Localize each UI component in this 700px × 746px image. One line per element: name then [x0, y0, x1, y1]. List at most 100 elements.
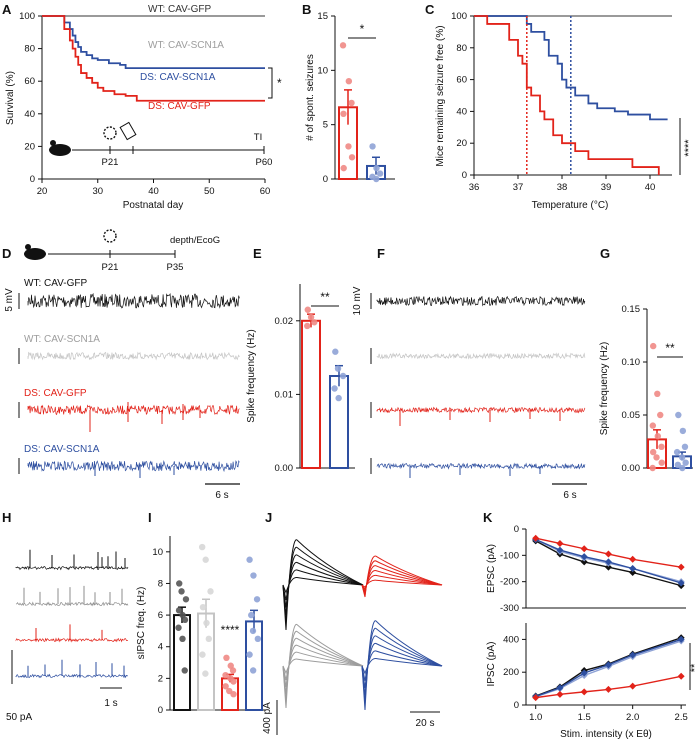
data-point — [629, 651, 637, 659]
data-point — [181, 667, 188, 674]
data-point — [340, 110, 347, 118]
data-point — [653, 454, 660, 461]
timeline-p35: P35 — [167, 262, 184, 273]
scale-current: 400 pA — [262, 702, 273, 734]
y-tick-label: -100 — [500, 550, 519, 561]
y-axis-label: EPSC (pA) — [486, 544, 497, 593]
mouse-icon-ear — [50, 140, 56, 146]
data-point — [604, 563, 612, 571]
line-ds-cav-scn1a — [535, 538, 682, 584]
data-point — [580, 558, 588, 566]
data-point — [654, 433, 661, 440]
panel-g: 0.00 0.05 0.10 0.15 Spike frequency (Hz) G ** — [599, 246, 693, 474]
trace-label-wt-gfp: WT: CAV-GFP — [24, 278, 87, 289]
y-tick-label: 40 — [456, 106, 467, 117]
x-tick-label: 2.5 — [675, 712, 688, 723]
data-point — [580, 545, 588, 553]
data-point — [304, 306, 311, 313]
data-point — [649, 448, 657, 456]
y-tick-label: 10 — [317, 65, 328, 76]
data-point — [556, 684, 564, 692]
data-point — [580, 553, 588, 561]
data-point — [629, 565, 637, 572]
legend-ds-gfp: DS: CAV-GFP — [148, 101, 211, 112]
data-point — [176, 580, 183, 587]
data-point — [654, 390, 661, 397]
line-wt-cav-gfp — [535, 540, 682, 587]
data-point — [556, 690, 564, 698]
panel-b: 0 5 10 15 # of spont. seizures B * — [302, 2, 395, 185]
panel-label: E — [253, 246, 262, 261]
y-tick-label: 5 — [323, 120, 328, 131]
data-point — [678, 454, 686, 461]
data-point — [604, 550, 612, 558]
y-axis-label: Spike frequency (Hz) — [246, 329, 257, 422]
data-point — [673, 448, 681, 456]
panel-label: D — [2, 246, 11, 261]
scale-time: 1 s — [104, 698, 117, 709]
panel-label: J — [265, 510, 272, 525]
eeg-trace-wt-gfp — [27, 292, 240, 309]
y-axis-label: Spike frequency (Hz) — [599, 342, 610, 435]
y-tick-label: 2 — [158, 673, 163, 684]
x-axis-label: Postnatal day — [123, 200, 184, 211]
axis-lines — [473, 16, 672, 176]
data-point — [227, 662, 234, 669]
data-point — [345, 143, 352, 150]
significance-star: * — [360, 22, 365, 36]
y-tick-label: 400 — [503, 634, 519, 645]
significance-star: ** — [665, 341, 675, 355]
data-point — [556, 539, 564, 547]
data-point — [348, 99, 355, 107]
data-point — [681, 443, 689, 450]
data-point — [657, 411, 664, 419]
trace-label-ds-gfp: DS: CAV-GFP — [24, 388, 87, 399]
x-tick-label: 1.5 — [578, 712, 591, 723]
x-tick-label: 20 — [37, 186, 48, 197]
virus-icon — [103, 126, 117, 140]
data-point — [658, 459, 665, 466]
data-point — [373, 164, 380, 172]
evoked-trace-ds-scn1a — [361, 627, 443, 703]
data-point — [334, 365, 342, 372]
panel-j: J 400 pA 20 s — [262, 510, 443, 735]
data-point — [307, 313, 315, 321]
line-wt-cav-gfp — [535, 637, 682, 697]
significance-star: ** — [320, 290, 330, 304]
y-tick-label: 60 — [24, 76, 35, 87]
x-tick-label: 2.0 — [626, 712, 639, 723]
data-point — [222, 672, 229, 679]
panel-d: D P21 P35 depth/EcoG WT: CAV-GFP WT: CAV-SCN1… — [2, 229, 240, 501]
data-point — [202, 670, 209, 677]
y-tick-label: 0 — [30, 174, 35, 185]
data-point — [335, 394, 342, 402]
mouse-icon — [49, 144, 71, 156]
data-point — [175, 624, 182, 631]
y-tick-label: 0.05 — [622, 410, 641, 421]
timeline-p21: P21 — [102, 157, 119, 168]
data-point — [556, 546, 564, 554]
data-point — [222, 683, 229, 690]
y-axis-label: # of spont. seizures — [305, 54, 316, 141]
legend-wt-scn1a: WT: CAV-SCN1A — [148, 40, 224, 51]
x-axis-label: Temperature (°C) — [532, 200, 609, 211]
data-point — [658, 443, 665, 450]
y-tick-label: 0 — [514, 524, 519, 535]
data-point — [179, 635, 186, 643]
y-tick-label: 20 — [24, 141, 35, 152]
eeg-trace-ds-scn1a — [27, 460, 240, 473]
y-tick-label: 80 — [24, 44, 35, 55]
timeline-p21: P21 — [102, 262, 119, 273]
evoked-trace-wt-gfp — [282, 539, 364, 631]
panel-label: G — [600, 246, 610, 261]
eeg-trace-wt-gfp — [376, 295, 586, 307]
bar-1 — [301, 319, 321, 469]
eeg-trace-ds-scn1a — [376, 462, 586, 470]
y-tick-label: 60 — [456, 75, 467, 86]
y-tick-label: 0.01 — [275, 389, 294, 400]
panel-label: F — [377, 246, 385, 261]
evoked-trace-wt-scn1a — [282, 637, 364, 695]
data-point — [674, 461, 682, 469]
line-ds-cav-scn1a — [535, 638, 682, 698]
data-point — [604, 661, 612, 669]
